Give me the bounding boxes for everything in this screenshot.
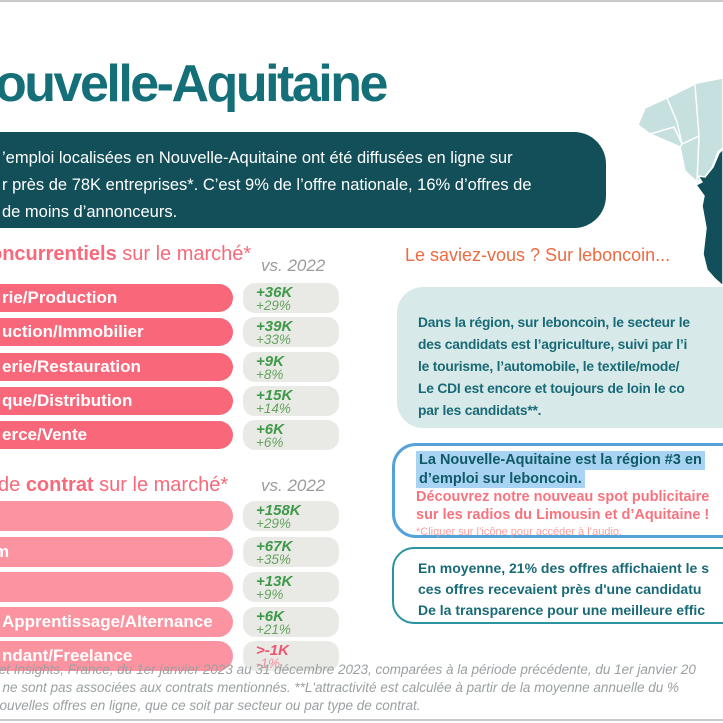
value-k: +9K [256,353,284,370]
value-pct: +35% [256,552,291,567]
fact-line-1: Dans la région, sur leboncoin, le secteu… [418,315,690,330]
highlight-line-1: La Nouvelle-Aquitaine est la région #3 e… [416,451,705,470]
sector-bar-label: erce/Vente [2,425,88,444]
sector-value-pill: +39K +33% [243,317,339,347]
intro-box: ’emploi localisées en Nouvelle-Aquitaine… [0,132,606,228]
intro-line-3: de moins d’annonceurs. [2,203,178,221]
map-region-nouvelle-aquitaine [695,148,723,287]
value-k: >-1K [256,642,289,659]
value-pct: +6% [256,435,284,450]
value-k: +6K [256,421,284,438]
value-pct: +14% [256,401,291,416]
intro-text: ’emploi localisées en Nouvelle-Aquitaine… [2,145,532,226]
value-pct: +9% [256,587,284,602]
fact-line-2: des candidats est l’agriculture, suivi p… [418,337,688,352]
page-title: ouvelle-Aquitaine [0,55,388,113]
value-k: +67K [256,538,293,555]
contract-value-pill: +13K +9% [243,572,339,602]
contract-bar-label: ndant/Freelance [2,646,133,665]
sectors-heading-rest: sur le marché* [116,243,252,265]
fact-box: Dans la région, sur leboncoin, le secteu… [397,287,723,428]
radio-spot-box: La Nouvelle-Aquitaine est la région #3 e… [392,443,723,538]
sector-bar-row: que/Distribution [0,387,233,415]
sector-bar-row: erce/Vente [0,421,233,449]
contract-value-pill-negative: >-1K -1% [243,641,339,671]
sector-bar-row: uction/Immobilier [0,318,233,346]
sectors-heading: oncurrentiels sur le marché* [0,243,251,266]
value-k: +39K [256,318,293,335]
value-k: +158K [256,502,301,519]
sector-bar-label: rie/Production [2,288,118,307]
value-pct: +21% [256,622,291,637]
pink-line-2: sur les radios du Limousin et d’Aquitain… [416,507,710,523]
fact-line-5: par les candidats**. [418,403,542,418]
footnote-line-2: s ne sont pas associées aux contrats men… [0,680,679,695]
france-map [637,78,723,287]
source-footnote: ket Insights, France, du 1er janvier 202… [0,661,723,715]
footnote-line-1: ket Insights, France, du 1er janvier 202… [0,662,696,677]
sector-bar-label: que/Distribution [2,391,133,410]
contract-bar-label: m [0,542,10,561]
contract-bar-row: Apprentissage/Alternance [0,607,233,637]
contracts-heading-bold: contrat [25,474,94,496]
value-k: +36K [256,284,293,301]
contract-value-pill: +67K +35% [243,537,339,567]
sector-bar-row: erie/Restauration [0,353,233,381]
did-you-know-heading: Le saviez-vous ? Sur leboncoin... [405,245,671,265]
highlight-line-2: d’emploi sur leboncoin. [416,469,585,488]
sector-bar-label: uction/Immobilier [2,322,144,341]
sector-bar-label: erie/Restauration [2,357,141,376]
value-k: +15K [256,387,293,404]
contracts-heading: de contrat sur le marché* [0,474,228,497]
pink-line-1: Découvrez notre nouveau spot publicitair… [416,489,710,505]
value-k: +13K [256,573,293,590]
radio-spot-content: La Nouvelle-Aquitaine est la région #3 e… [416,451,709,539]
contracts-heading-prefix: de [0,474,26,496]
intro-line-1: ’emploi localisées en Nouvelle-Aquitaine… [2,149,513,167]
transparency-box: En moyenne, 21% des offres affichaient l… [392,547,723,624]
map-border-1 [666,97,683,148]
contract-value-pill: +158K +29% [243,501,339,531]
contracts-vs-2022-label: vs. 2022 [261,476,326,495]
value-pct: +29% [256,516,291,531]
sector-value-pill: +6K +6% [243,420,339,450]
transparency-line-2: ces offres recevaient près d'une candida… [418,581,702,597]
value-pct: +29% [256,298,291,313]
value-k: +6K [256,608,284,625]
contract-bar-row [0,572,233,602]
intro-line-2: r près de 78K entreprises*. C’est 9% de … [2,176,532,194]
fact-box-text: Dans la région, sur leboncoin, le secteu… [418,312,690,422]
contract-bar-row [0,501,233,531]
sector-value-pill: +9K +8% [243,352,339,382]
sectors-heading-bold: oncurrentiels [0,243,117,265]
audio-click-note: *Cliquer sur l’icône pour accéder à l’au… [416,526,623,538]
sector-value-pill: +15K +14% [243,386,339,416]
contract-bar-row: m [0,537,233,567]
fact-line-4: Le CDI est encore et toujours de loin le… [418,381,685,396]
top-border-line [0,0,723,2]
map-border-2 [649,84,700,145]
sector-value-pill: +36K +29% [243,283,339,313]
contracts-heading-rest: sur le marché* [93,474,229,496]
contract-bar-row: ndant/Freelance [0,641,233,671]
transparency-line-3: De la transparence pour une meilleure ef… [418,602,706,618]
footnote-line-3: nouvelles offres en ligne, que ce soit p… [0,698,421,713]
value-pct: +8% [256,367,284,382]
transparency-line-1: En moyenne, 21% des offres affichaient l… [418,560,709,576]
map-border-3 [696,135,700,183]
sector-bar-row: rie/Production [0,284,233,312]
contract-value-pill: +6K +21% [243,607,339,637]
map-region-northwest [637,78,723,183]
value-pct: +33% [256,332,291,347]
transparency-text: En moyenne, 21% des offres affichaient l… [418,558,709,621]
contract-bar-label: Apprentissage/Alternance [2,612,213,631]
value-pct: -1% [256,656,281,671]
fact-line-3: le tourisme, l’automobile, le textile/mo… [418,359,680,374]
bottom-border-line [0,719,723,721]
sectors-vs-2022-label: vs. 2022 [261,256,326,275]
